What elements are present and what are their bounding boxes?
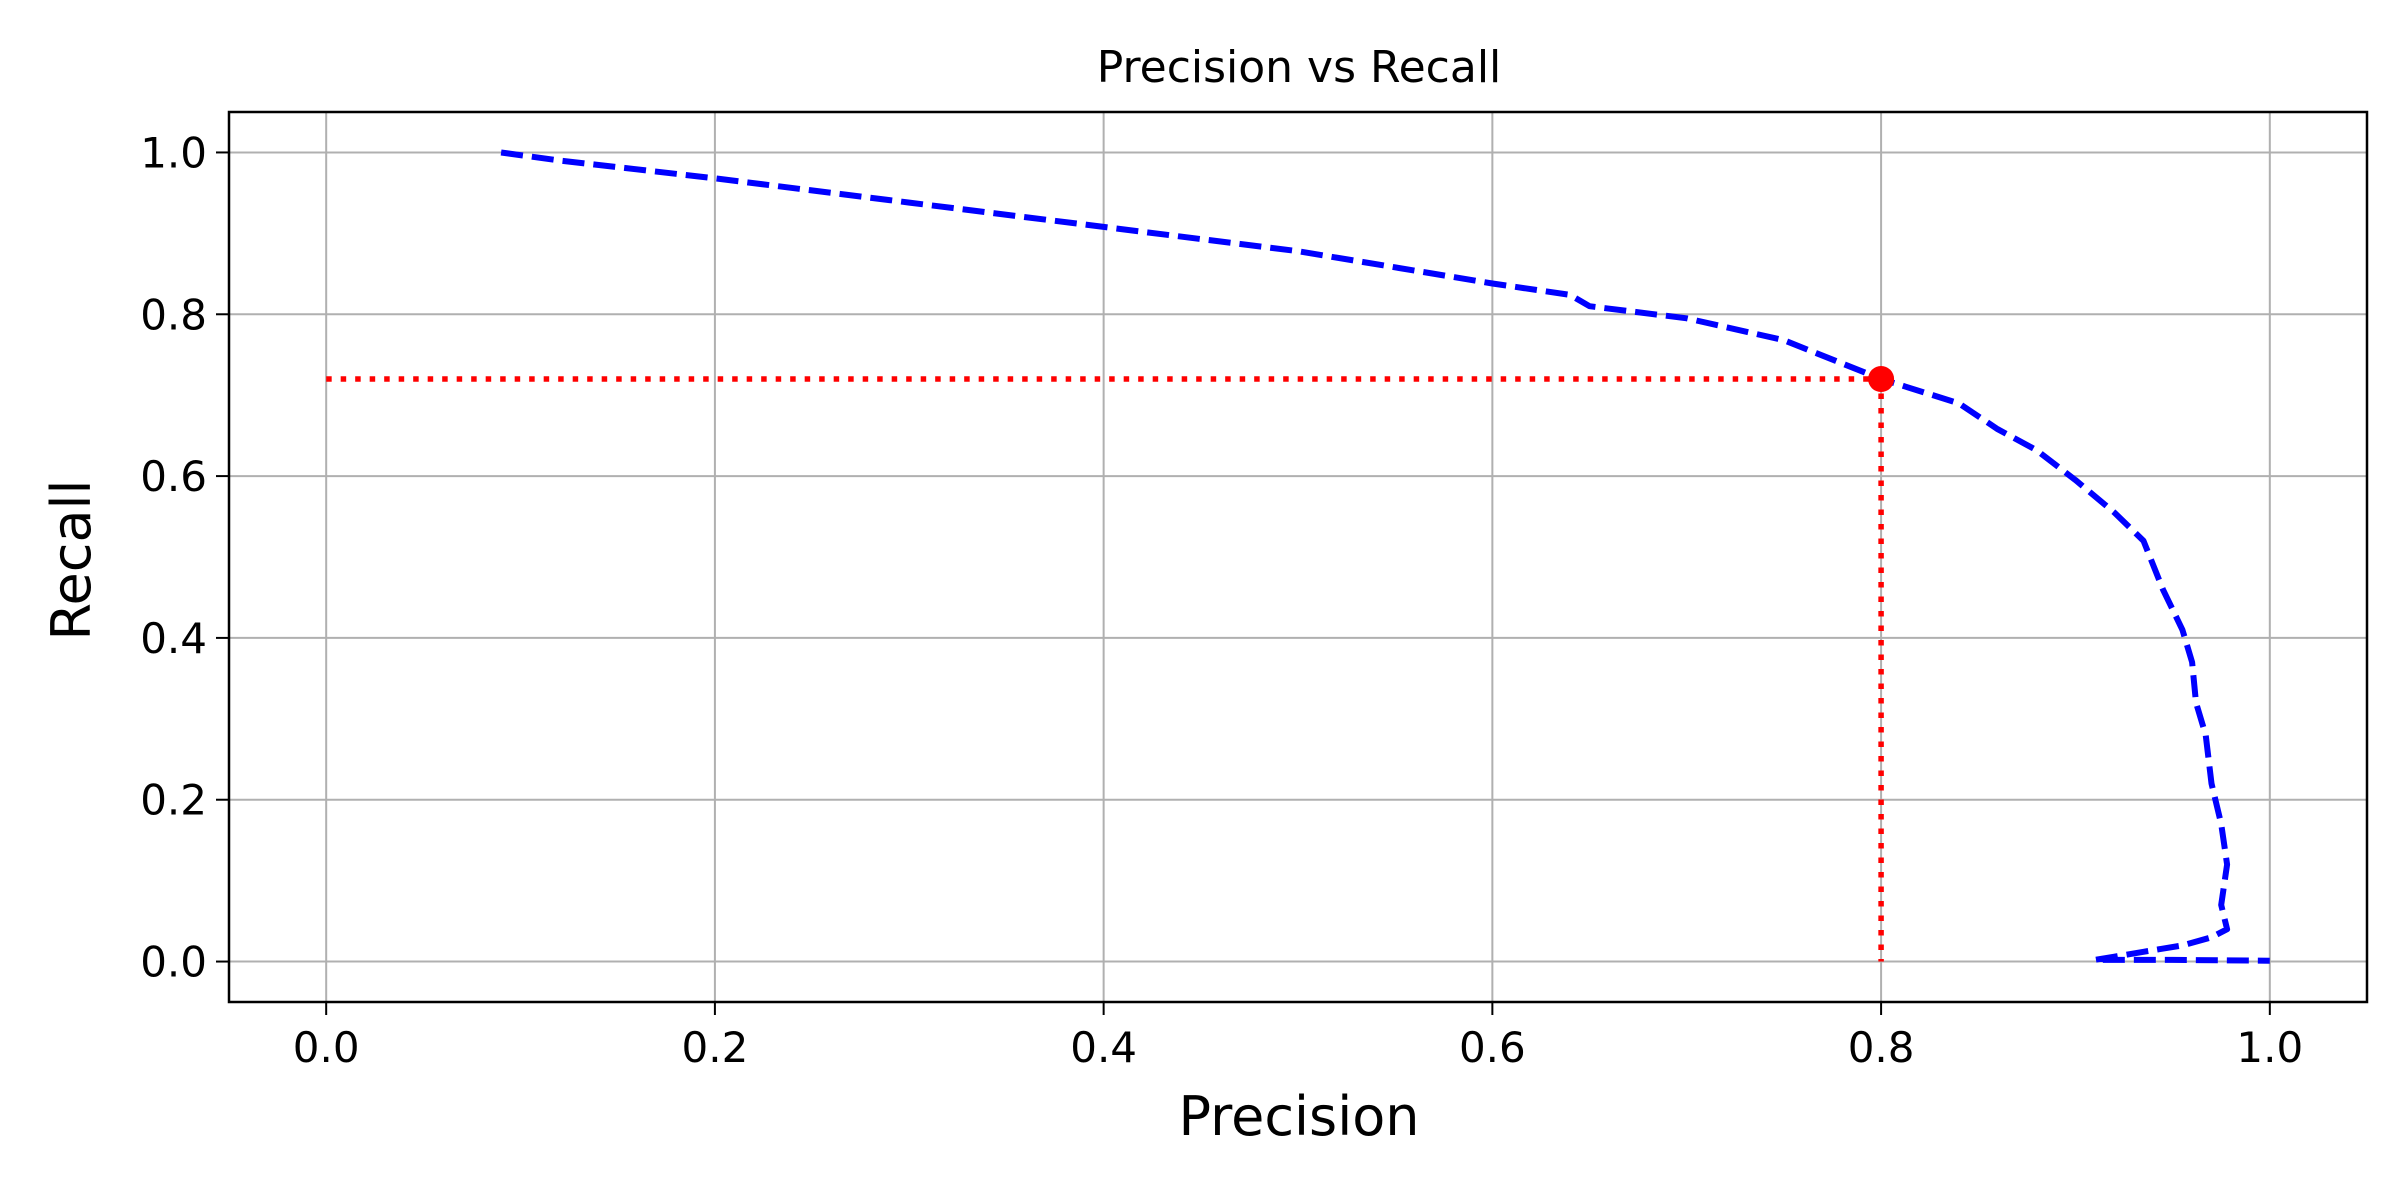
x-ticks: 0.0 0.2 0.4 0.6 0.8 1.0 [293,1002,2303,1072]
y-tick-label: 0.4 [140,614,207,663]
x-tick-label: 1.0 [2236,1023,2303,1072]
plot-frame [227,110,2369,1004]
y-ticks: 0.0 0.2 0.4 0.6 0.8 1.0 [140,128,229,987]
precision-recall-curve [500,149,2270,964]
y-tick-label: 0.8 [140,290,207,339]
x-tick-label: 0.8 [1848,1023,1915,1072]
chart-title: Precision vs Recall [1097,42,1502,93]
threshold-point-marker [1868,366,1895,392]
x-tick-label: 0.2 [682,1023,749,1072]
y-tick-label: 0.2 [140,776,207,825]
x-axis-label: Precision [1179,1085,1420,1148]
y-tick-label: 1.0 [140,128,207,177]
y-axis-label: Recall [40,479,103,640]
threshold-highlight [326,366,1895,962]
y-tick-label: 0.0 [140,938,207,987]
x-tick-label: 0.4 [1070,1023,1137,1072]
x-tick-label: 0.0 [293,1023,360,1072]
y-tick-label: 0.6 [140,452,207,501]
grid [229,112,2367,1002]
series [500,149,2270,964]
x-tick-label: 0.6 [1459,1023,1526,1072]
